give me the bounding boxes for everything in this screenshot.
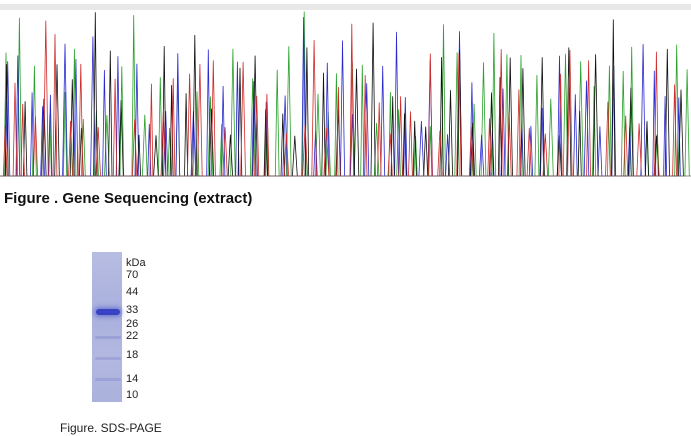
marker-label-33: 33 — [126, 304, 139, 316]
gel-faint-band — [95, 357, 121, 360]
sequencing-caption: Figure . Gene Sequencing (extract) — [4, 190, 253, 207]
kda-unit-label: kDa — [126, 257, 146, 269]
gel-faint-band — [95, 378, 121, 381]
sds-page-gel-lane — [92, 252, 122, 402]
sds-page-caption: Figure. SDS-PAGE — [60, 421, 162, 435]
sequencing-chromatogram — [0, 4, 691, 177]
marker-label-22: 22 — [126, 330, 139, 342]
marker-label-70: 70 — [126, 269, 139, 281]
marker-label-44: 44 — [126, 286, 139, 298]
gel-faint-band — [95, 336, 121, 339]
marker-label-10: 10 — [126, 389, 139, 401]
marker-label-14: 14 — [126, 373, 139, 385]
sds-page-protein-band — [96, 309, 120, 315]
sequence-letter-strip — [0, 4, 691, 10]
marker-label-18: 18 — [126, 349, 139, 361]
trace-C — [0, 17, 681, 177]
marker-label-26: 26 — [126, 318, 139, 330]
